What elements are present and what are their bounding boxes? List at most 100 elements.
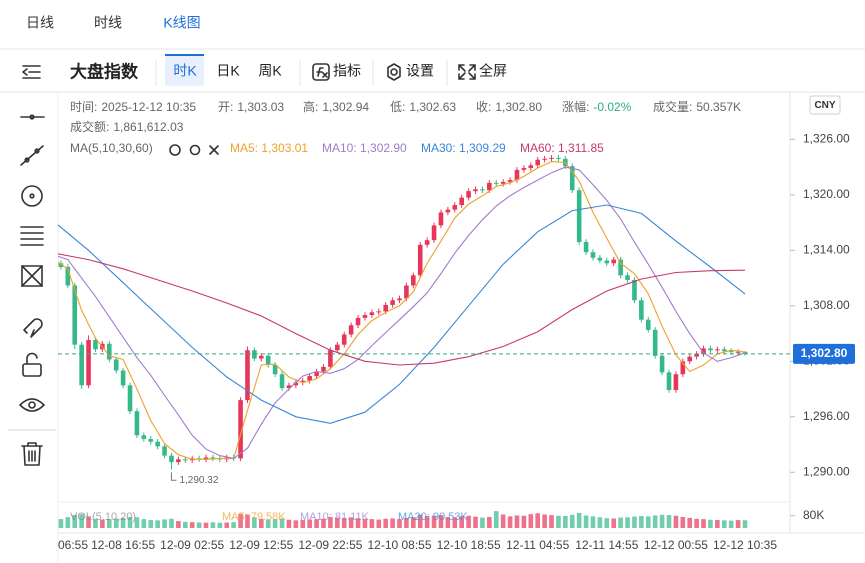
volume-bar <box>445 516 451 528</box>
volume-bar <box>493 511 499 528</box>
tool-button[interactable]: 全屏 <box>479 63 507 79</box>
tool-delete[interactable] <box>21 442 43 466</box>
candle-body <box>72 285 78 345</box>
volume-bar <box>79 514 84 528</box>
info-label: 时间: <box>70 100 97 114</box>
candle-body <box>245 350 250 401</box>
ma-line <box>58 161 746 460</box>
tab[interactable]: 时线 <box>94 15 122 31</box>
low-marker-label: 1,290.32 <box>179 475 218 486</box>
candle-body <box>569 166 575 191</box>
volume-bar <box>639 516 644 528</box>
candle-body <box>708 348 713 351</box>
volume-bar <box>721 520 727 528</box>
volume-bar <box>314 519 319 528</box>
candle-body <box>542 158 547 160</box>
volume-bar <box>321 518 326 528</box>
volume-bar <box>238 513 243 528</box>
volume-bar <box>293 520 299 528</box>
tool-circle[interactable] <box>21 185 43 207</box>
candle-body <box>314 371 319 377</box>
candle-body <box>728 351 734 353</box>
candle-body <box>487 182 492 191</box>
volume-bar <box>286 519 292 528</box>
volume-bar <box>141 519 147 528</box>
candle-body <box>431 225 437 241</box>
candle-body <box>65 266 71 286</box>
currency-badge[interactable] <box>809 95 841 115</box>
info-item: 成交量: 50.357K <box>653 99 741 114</box>
drawing-tools[interactable] <box>7 114 57 466</box>
candle-body <box>659 355 665 373</box>
tool-button[interactable]: 设置 <box>406 63 434 79</box>
candle-body <box>93 340 98 350</box>
period-button[interactable]: 时K <box>173 63 197 79</box>
candle-body <box>362 315 368 318</box>
candle-body <box>493 182 499 184</box>
tool-magnet[interactable] <box>23 318 43 338</box>
volume-bar <box>701 519 706 528</box>
candle-body <box>182 459 188 461</box>
period-button[interactable]: 日K <box>216 63 240 79</box>
volume-bar <box>335 517 340 528</box>
candle-body <box>687 356 693 362</box>
volume-bar <box>100 519 105 528</box>
fullscreen-icon[interactable] <box>458 64 476 80</box>
x-tick-label: 12-10 18:55 <box>437 538 501 552</box>
candle-body <box>473 189 478 192</box>
tool-pattern[interactable] <box>21 265 43 287</box>
menu-icon[interactable] <box>22 65 41 79</box>
volume-bar <box>618 517 623 528</box>
volume-bar <box>182 521 188 528</box>
tab-active[interactable]: K线图 <box>163 15 200 31</box>
tool-eye[interactable] <box>19 398 45 412</box>
candle-body <box>466 191 471 198</box>
candle-body <box>514 169 520 181</box>
candle-body <box>576 190 582 243</box>
tab[interactable]: 日线 <box>26 15 54 31</box>
indicator-icon[interactable] <box>312 63 330 81</box>
x-tick-label: 12-09 02:55 <box>160 538 224 552</box>
tool-lock[interactable] <box>22 352 42 377</box>
volume-legend: VOL(5,10,20) <box>70 511 136 523</box>
candle-body <box>480 189 485 191</box>
x-tick-label: 12-09 22:55 <box>298 538 362 552</box>
info-item: 成交额: 1,861,612.03 <box>70 119 184 134</box>
volume-bar <box>120 517 126 528</box>
overlay: 时间: 2025-12-12 10:35 开: 1,303.03 高: 1,302.94 低… <box>58 99 855 552</box>
volume-bar <box>134 517 140 528</box>
candle-body <box>176 459 181 463</box>
volume-bar <box>217 522 223 528</box>
period-button[interactable]: 周K <box>258 63 282 79</box>
settings-icon[interactable] <box>189 144 201 156</box>
volume-bar <box>93 518 98 528</box>
tool-trend[interactable] <box>20 145 44 166</box>
candle-body <box>58 263 64 267</box>
ma-legend-title: MA(5,10,30,60) <box>70 141 153 155</box>
hide-icon[interactable] <box>169 144 181 156</box>
toolbar-title: 大盘指数 <box>70 61 139 81</box>
volume-bar <box>645 516 651 528</box>
candle-body <box>120 370 126 386</box>
candle-body <box>535 159 540 166</box>
settings-icon[interactable] <box>387 63 401 81</box>
candle-body <box>625 275 630 280</box>
volume-bar <box>535 513 540 528</box>
volume-bar <box>328 516 333 528</box>
candle-body <box>397 298 402 301</box>
candle-body <box>321 366 326 372</box>
tool-line[interactable] <box>20 114 45 120</box>
x-tick-label: 12-12 00:55 <box>644 538 708 552</box>
y-tick-label: 1,320.00 <box>803 187 850 201</box>
volume-bar <box>666 515 672 528</box>
period-active-bg <box>165 56 204 86</box>
info-item: 时间: 2025-12-12 10:35 <box>70 100 196 114</box>
volume-bar <box>611 518 617 528</box>
tool-button[interactable]: 指标 <box>333 63 361 79</box>
tool-fib[interactable] <box>20 226 44 246</box>
info-label: 成交额: <box>70 119 109 134</box>
volume-bar <box>300 520 306 528</box>
candle-body <box>438 212 444 226</box>
candle-body <box>279 374 285 389</box>
close-icon[interactable] <box>209 145 219 155</box>
